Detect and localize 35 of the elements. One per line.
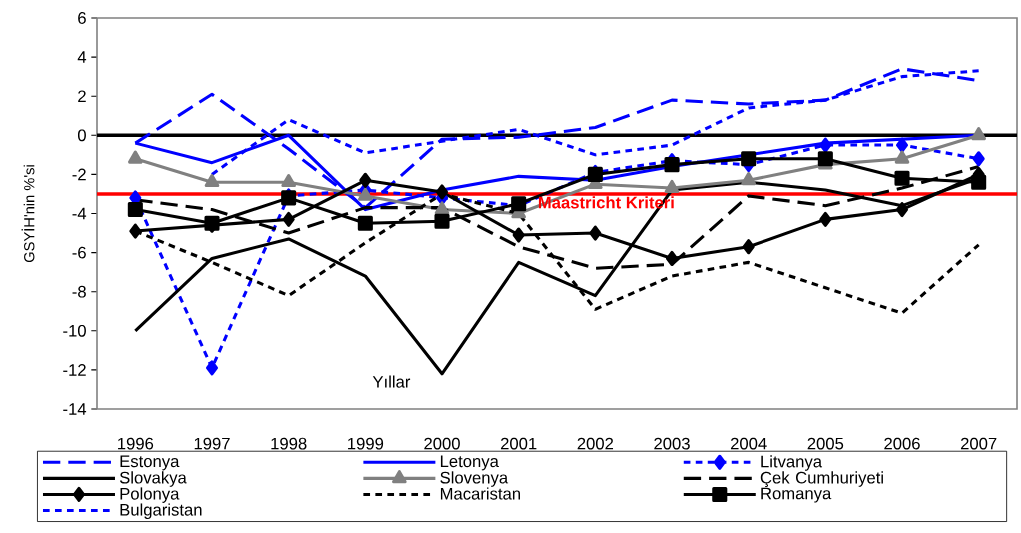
legend-label: Litvanya <box>761 455 823 471</box>
x-tick-label: 1998 <box>271 437 307 450</box>
y-tick-label: 0 <box>77 129 86 142</box>
legend-label: Polonya <box>120 487 180 503</box>
y-tick-label: 2 <box>78 90 86 103</box>
legend-label: Letonya <box>440 455 499 471</box>
legend-label: Çek Cumhuriyeti <box>760 471 883 487</box>
x-tick-label: 2001 <box>500 437 537 450</box>
legend-label: Estonya <box>120 455 180 471</box>
x-tick-label: 2004 <box>730 437 767 450</box>
legend-label: Slovenya <box>440 471 509 487</box>
x-tick-label: 1996 <box>118 437 154 450</box>
x-tick-label: 1997 <box>194 437 230 450</box>
y-tick-label: -8 <box>72 285 86 298</box>
y-axis-title: GSYİH'nin %'si <box>21 165 35 263</box>
y-tick-label: -4 <box>72 207 87 220</box>
y-tick-label: -14 <box>63 403 87 415</box>
x-tick-label: 2002 <box>577 437 614 450</box>
x-tick-label: 2003 <box>654 437 690 450</box>
y-tick-label: 4 <box>77 51 87 63</box>
y-tick-label: -12 <box>63 364 86 376</box>
x-axis-title: Yıllar <box>372 375 411 388</box>
x-tick-label: 2007 <box>960 437 997 450</box>
x-tick-label: 2005 <box>807 437 844 450</box>
legend-label: Romanya <box>761 487 832 503</box>
y-tick-label: -6 <box>72 246 86 259</box>
y-tick-label: -10 <box>63 324 86 337</box>
legend-label: Bulgaristan <box>120 503 202 519</box>
x-tick-label: 2006 <box>884 437 920 450</box>
legend-label: Macaristan <box>440 487 520 500</box>
y-tick-label: 6 <box>78 12 86 24</box>
x-tick-label: 1999 <box>348 437 384 450</box>
legend-label: Slovakya <box>119 471 187 487</box>
x-tick-label: 2000 <box>424 437 460 450</box>
y-tick-label: -2 <box>72 168 86 181</box>
